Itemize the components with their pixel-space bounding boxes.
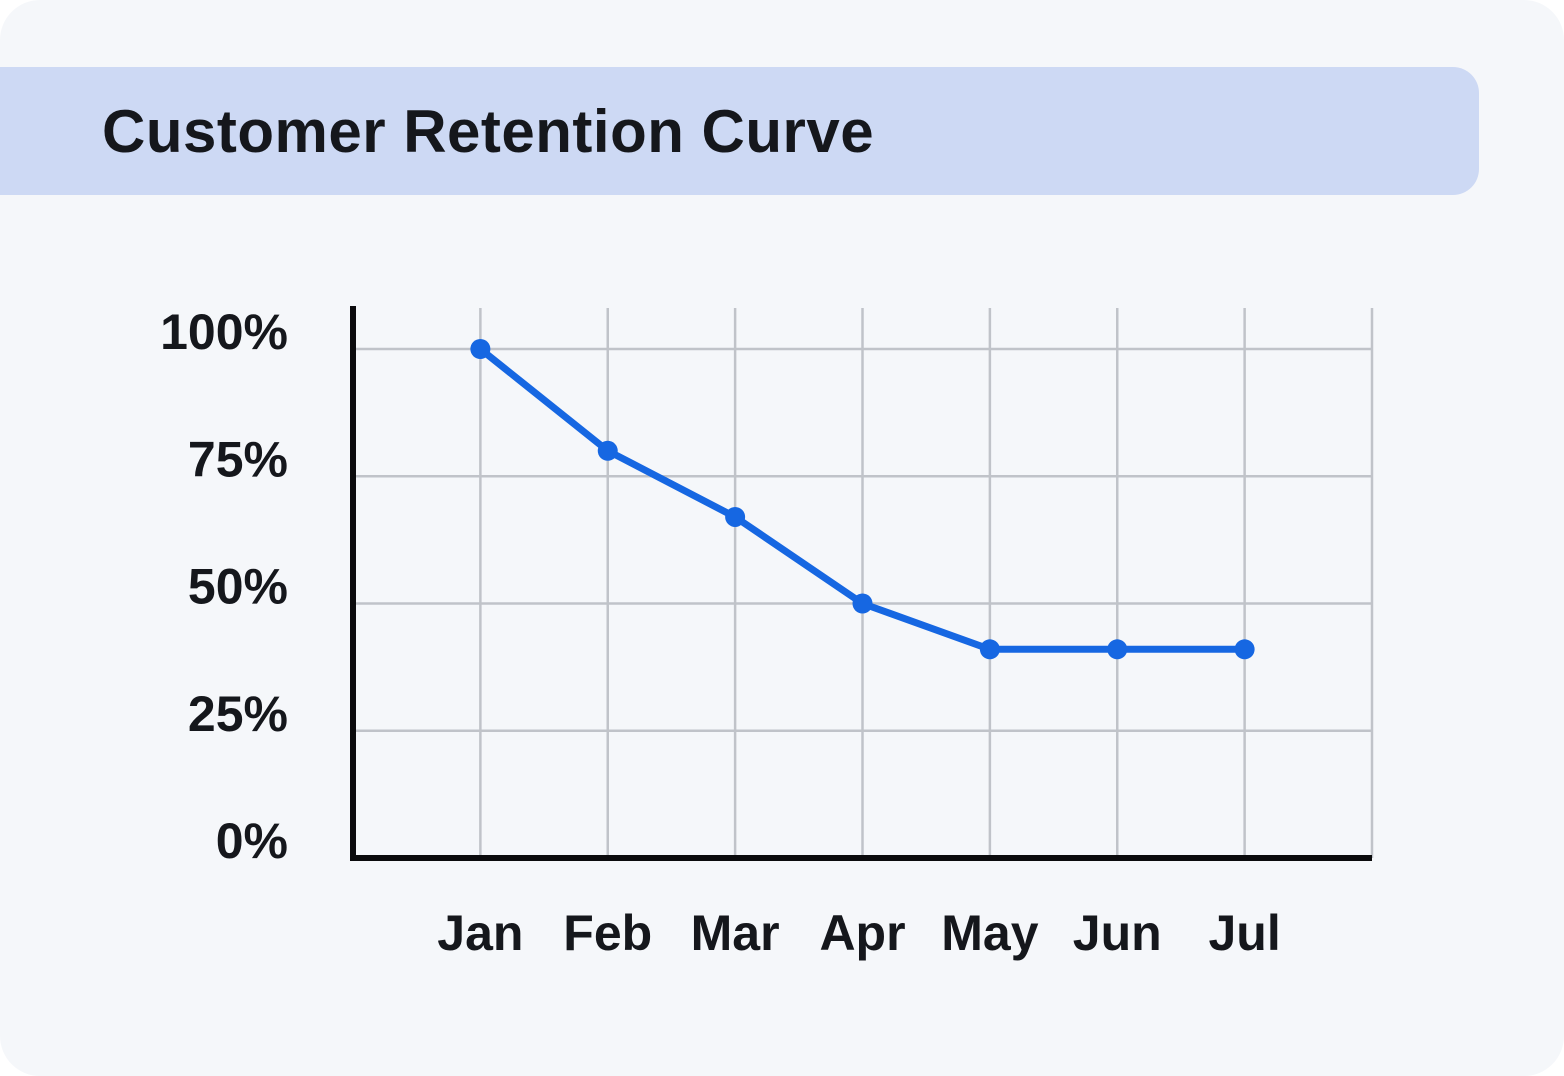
data-point-mar (725, 506, 746, 527)
x-tick-label: Jan (437, 905, 523, 961)
data-point-jul (1234, 639, 1255, 660)
y-tick-label: 50% (188, 559, 288, 615)
x-tick-label: Feb (563, 905, 652, 961)
y-tick-label: 25% (188, 686, 288, 742)
data-point-feb (597, 440, 618, 461)
x-tick-label: May (941, 905, 1038, 961)
data-point-jun (1107, 639, 1128, 660)
x-tick-label: Jul (1209, 905, 1281, 961)
title-banner: Customer Retention Curve (0, 67, 1479, 195)
x-tick-label: Apr (819, 905, 905, 961)
data-point-jan (470, 339, 491, 359)
y-tick-label: 100% (160, 304, 288, 360)
data-point-apr (852, 593, 873, 614)
x-tick-label: Mar (691, 905, 780, 961)
page-title: Customer Retention Curve (102, 97, 875, 165)
y-tick-label: 0% (216, 813, 288, 869)
data-point-may (979, 639, 1000, 660)
y-tick-label: 75% (188, 431, 288, 487)
x-tick-label: Jun (1073, 905, 1162, 961)
